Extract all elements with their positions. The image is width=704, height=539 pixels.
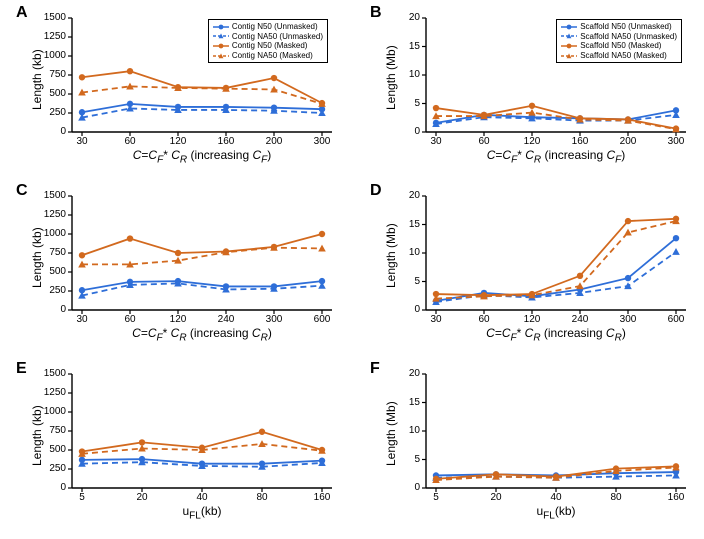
- series-marker: [318, 282, 326, 289]
- series-marker: [79, 252, 85, 258]
- legend-item: Contig NA50 (Unmasked): [213, 32, 323, 42]
- series-marker: [175, 250, 181, 256]
- legend-label: Scaffold NA50 (Masked): [580, 51, 667, 61]
- legend-item: Scaffold NA50 (Unmasked): [561, 32, 677, 42]
- series-marker: [79, 74, 85, 80]
- legend-label: Scaffold N50 (Unmasked): [580, 22, 671, 32]
- y-axis-label: Length (Mb): [384, 45, 398, 110]
- legend-label: Contig N50 (Masked): [232, 41, 308, 51]
- x-axis-label: uFL(kb): [426, 504, 686, 521]
- legend-item: Contig NA50 (Masked): [213, 51, 323, 61]
- x-axis-label: uFL(kb): [72, 504, 332, 521]
- series-marker: [433, 105, 439, 111]
- legend-label: Contig N50 (Unmasked): [232, 22, 318, 32]
- legend-swatch: [561, 52, 577, 60]
- figure-root: A02505007501000125015003060120160200300L…: [0, 0, 704, 539]
- series-marker: [127, 68, 133, 74]
- series-marker: [577, 273, 583, 279]
- legend-item: Scaffold N50 (Masked): [561, 41, 677, 51]
- legend-item: Contig N50 (Unmasked): [213, 22, 323, 32]
- legend-swatch: [213, 23, 229, 31]
- series-line: [82, 71, 322, 103]
- panel-svg-D: [370, 186, 692, 346]
- legend-item: Contig N50 (Masked): [213, 41, 323, 51]
- legend-label: Scaffold NA50 (Unmasked): [580, 32, 677, 42]
- legend-label: Scaffold N50 (Masked): [580, 41, 661, 51]
- series-marker: [672, 111, 680, 118]
- legend-A: Contig N50 (Unmasked)Contig NA50 (Unmask…: [208, 19, 328, 63]
- legend-item: Scaffold N50 (Unmasked): [561, 22, 677, 32]
- x-axis-label: C=CF* CR (increasing CF): [426, 148, 686, 165]
- panel-svg-E: [16, 364, 338, 524]
- panel-C: C02505007501000125015003060120240300600L…: [16, 186, 338, 346]
- x-axis-label: C=CF* CR (increasing CF): [72, 148, 332, 165]
- legend-swatch: [561, 32, 577, 40]
- y-axis-label: Length (Mb): [384, 401, 398, 466]
- series-line: [436, 221, 676, 299]
- panel-F: F051015205204080160Length (Mb)uFL(kb): [370, 364, 692, 524]
- legend-swatch: [213, 32, 229, 40]
- series-line: [82, 108, 322, 117]
- series-marker: [127, 235, 133, 241]
- panel-E: E02505007501000125015005204080160Length …: [16, 364, 338, 524]
- legend-B: Scaffold N50 (Unmasked)Scaffold NA50 (Un…: [556, 19, 682, 63]
- y-axis-label: Length (kb): [30, 405, 44, 466]
- series-line: [436, 219, 676, 295]
- legend-label: Contig NA50 (Unmasked): [232, 32, 323, 42]
- series-marker: [673, 235, 679, 241]
- series-marker: [625, 218, 631, 224]
- series-marker: [139, 439, 145, 445]
- legend-swatch: [561, 23, 577, 31]
- series-marker: [625, 275, 631, 281]
- series-line: [82, 86, 322, 103]
- panel-svg-C: [16, 186, 338, 346]
- legend-swatch: [213, 52, 229, 60]
- x-axis-label: C=CF* CR (increasing CR): [72, 326, 332, 343]
- series-marker: [624, 229, 632, 236]
- series-marker: [529, 103, 535, 109]
- legend-swatch: [561, 42, 577, 50]
- y-axis-label: Length (kb): [30, 49, 44, 110]
- series-marker: [270, 86, 278, 93]
- series-marker: [259, 429, 265, 435]
- legend-swatch: [213, 42, 229, 50]
- panel-D: D051015203060120240300600Length (Mb)C=CF…: [370, 186, 692, 346]
- series-marker: [318, 245, 326, 252]
- panel-B: B051015203060120160200300Length (Mb)C=CF…: [370, 8, 692, 168]
- series-marker: [672, 248, 680, 255]
- series-line: [82, 248, 322, 265]
- panel-svg-F: [370, 364, 692, 524]
- series-marker: [319, 231, 325, 237]
- series-marker: [271, 75, 277, 81]
- panel-A: A02505007501000125015003060120160200300L…: [16, 8, 338, 168]
- y-axis-label: Length (Mb): [384, 223, 398, 288]
- legend-item: Scaffold NA50 (Masked): [561, 51, 677, 61]
- legend-label: Contig NA50 (Masked): [232, 51, 313, 61]
- y-axis-label: Length (kb): [30, 227, 44, 288]
- x-axis-label: C=CF* CR (increasing CR): [426, 326, 686, 343]
- series-line: [82, 234, 322, 255]
